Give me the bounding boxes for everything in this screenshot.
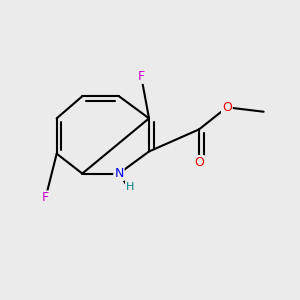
Text: O: O bbox=[194, 156, 204, 169]
Text: N: N bbox=[114, 167, 124, 180]
Text: O: O bbox=[222, 101, 232, 114]
Text: H: H bbox=[126, 182, 134, 192]
Text: F: F bbox=[138, 70, 145, 83]
Text: F: F bbox=[42, 191, 49, 204]
